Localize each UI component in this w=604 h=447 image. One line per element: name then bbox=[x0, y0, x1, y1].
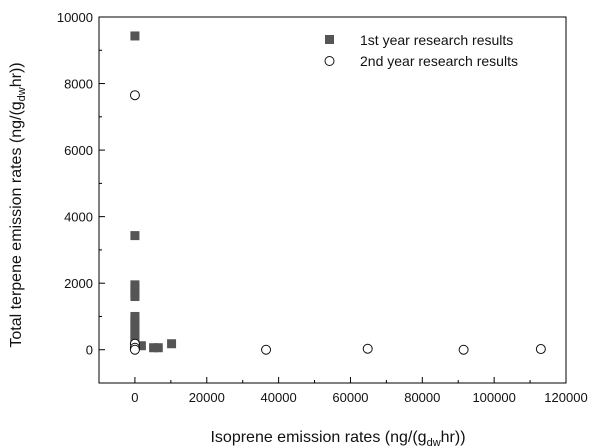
data-point-square bbox=[130, 283, 140, 293]
x-tick-label: 80000 bbox=[404, 390, 440, 405]
y-tick-label: 8000 bbox=[64, 77, 93, 92]
x-tick-label: 100000 bbox=[472, 390, 515, 405]
x-tick-label: 60000 bbox=[332, 390, 368, 405]
data-point-square bbox=[136, 341, 146, 351]
y-tick-label: 0 bbox=[86, 343, 93, 358]
legend-marker-2nd-year bbox=[324, 56, 335, 66]
series-2nd-year bbox=[129, 90, 546, 355]
data-point-circle bbox=[458, 344, 469, 355]
series-1st-year bbox=[130, 31, 177, 353]
data-point-square bbox=[167, 339, 177, 349]
data-point-square bbox=[153, 343, 163, 353]
data-point-circle bbox=[535, 344, 546, 355]
legend-label-2nd-year: 2nd year research results bbox=[360, 53, 518, 69]
y-tick-label: 2000 bbox=[64, 276, 93, 291]
x-tick-label: 120000 bbox=[544, 390, 587, 405]
x-axis-title-subscript: dw bbox=[427, 437, 441, 447]
y-tick-label: 10000 bbox=[57, 10, 93, 25]
data-point-square bbox=[130, 31, 140, 41]
data-point-square bbox=[130, 231, 140, 241]
y-axis-title: Total terpene emission rates (ng/(gdwhr)… bbox=[8, 62, 28, 347]
x-tick-label: 0 bbox=[131, 390, 138, 405]
data-points bbox=[129, 31, 546, 355]
y-tick-label: 6000 bbox=[64, 143, 93, 158]
legend-marker-1st-year bbox=[325, 35, 334, 44]
plot-area bbox=[98, 16, 567, 384]
data-point-square bbox=[130, 291, 140, 301]
legend-label-1st-year: 1st year research results bbox=[360, 32, 513, 48]
plot-frame bbox=[98, 16, 567, 384]
x-axis-title: Isoprene emission rates (ng/(gdwhr)) bbox=[210, 429, 465, 447]
data-point-circle bbox=[129, 344, 140, 355]
y-tick-label: 4000 bbox=[64, 210, 93, 225]
data-point-square bbox=[149, 343, 159, 353]
x-tick-label: 40000 bbox=[261, 390, 297, 405]
tick-labels: 0 20000 40000 60000 80000 100000 120000 0 2000 40… bbox=[57, 10, 588, 405]
axis-ticks bbox=[99, 16, 567, 383]
data-point-circle bbox=[362, 343, 373, 354]
data-point-circle bbox=[129, 90, 140, 101]
y-axis-title-subscript: dw bbox=[16, 87, 28, 101]
legend: 1st year research results 2nd year resea… bbox=[324, 32, 518, 69]
data-point-circle bbox=[261, 344, 272, 355]
x-tick-label: 20000 bbox=[189, 390, 225, 405]
